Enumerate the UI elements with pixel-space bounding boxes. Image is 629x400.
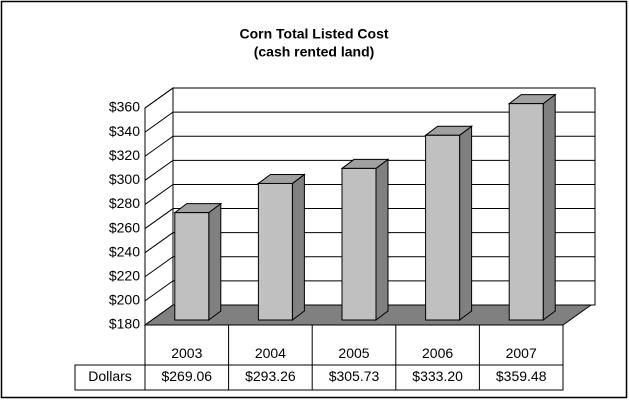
chart-title: Corn Total Listed Cost [239, 26, 388, 42]
grid-line [144, 111, 595, 133]
y-tick-label: $200 [109, 292, 140, 308]
x-tick-label: 2004 [255, 345, 286, 361]
y-tick-label: $340 [109, 123, 140, 139]
y-tick-label: $180 [109, 316, 140, 332]
bar-side [459, 125, 473, 321]
table-legend-cell [74, 364, 146, 391]
bar [174, 212, 210, 321]
y-tick-label: $260 [109, 219, 140, 235]
x-tick-label: 2006 [422, 345, 453, 361]
bar-side [291, 173, 305, 321]
table-grid [144, 325, 564, 391]
x-tick-label: 2003 [171, 345, 202, 361]
grid-line [144, 87, 595, 109]
y-tick-label: $280 [109, 195, 140, 211]
data-label: $293.26 [245, 368, 296, 384]
y-tick-label: $320 [109, 147, 140, 163]
y-tick-label: $360 [109, 99, 140, 115]
x-tick-label: 2007 [506, 345, 537, 361]
data-label: $333.20 [412, 368, 463, 384]
y-tick-label: $220 [109, 267, 140, 283]
bar [425, 134, 461, 321]
y-tick-label: $240 [109, 243, 140, 259]
bar-side [542, 93, 556, 321]
x-tick-label: 2005 [338, 345, 369, 361]
data-label: $269.06 [161, 368, 212, 384]
side-wall [144, 87, 174, 326]
y-tick-label: $300 [109, 171, 140, 187]
bar-side [375, 158, 389, 321]
bar-side [208, 202, 222, 321]
data-label: $305.73 [329, 368, 380, 384]
legend-label: Dollars [88, 368, 132, 384]
data-label: $359.48 [496, 368, 547, 384]
chart-subtitle: (cash rented land) [254, 44, 375, 60]
bar [257, 182, 293, 321]
bar [508, 103, 544, 321]
bar [341, 167, 377, 321]
